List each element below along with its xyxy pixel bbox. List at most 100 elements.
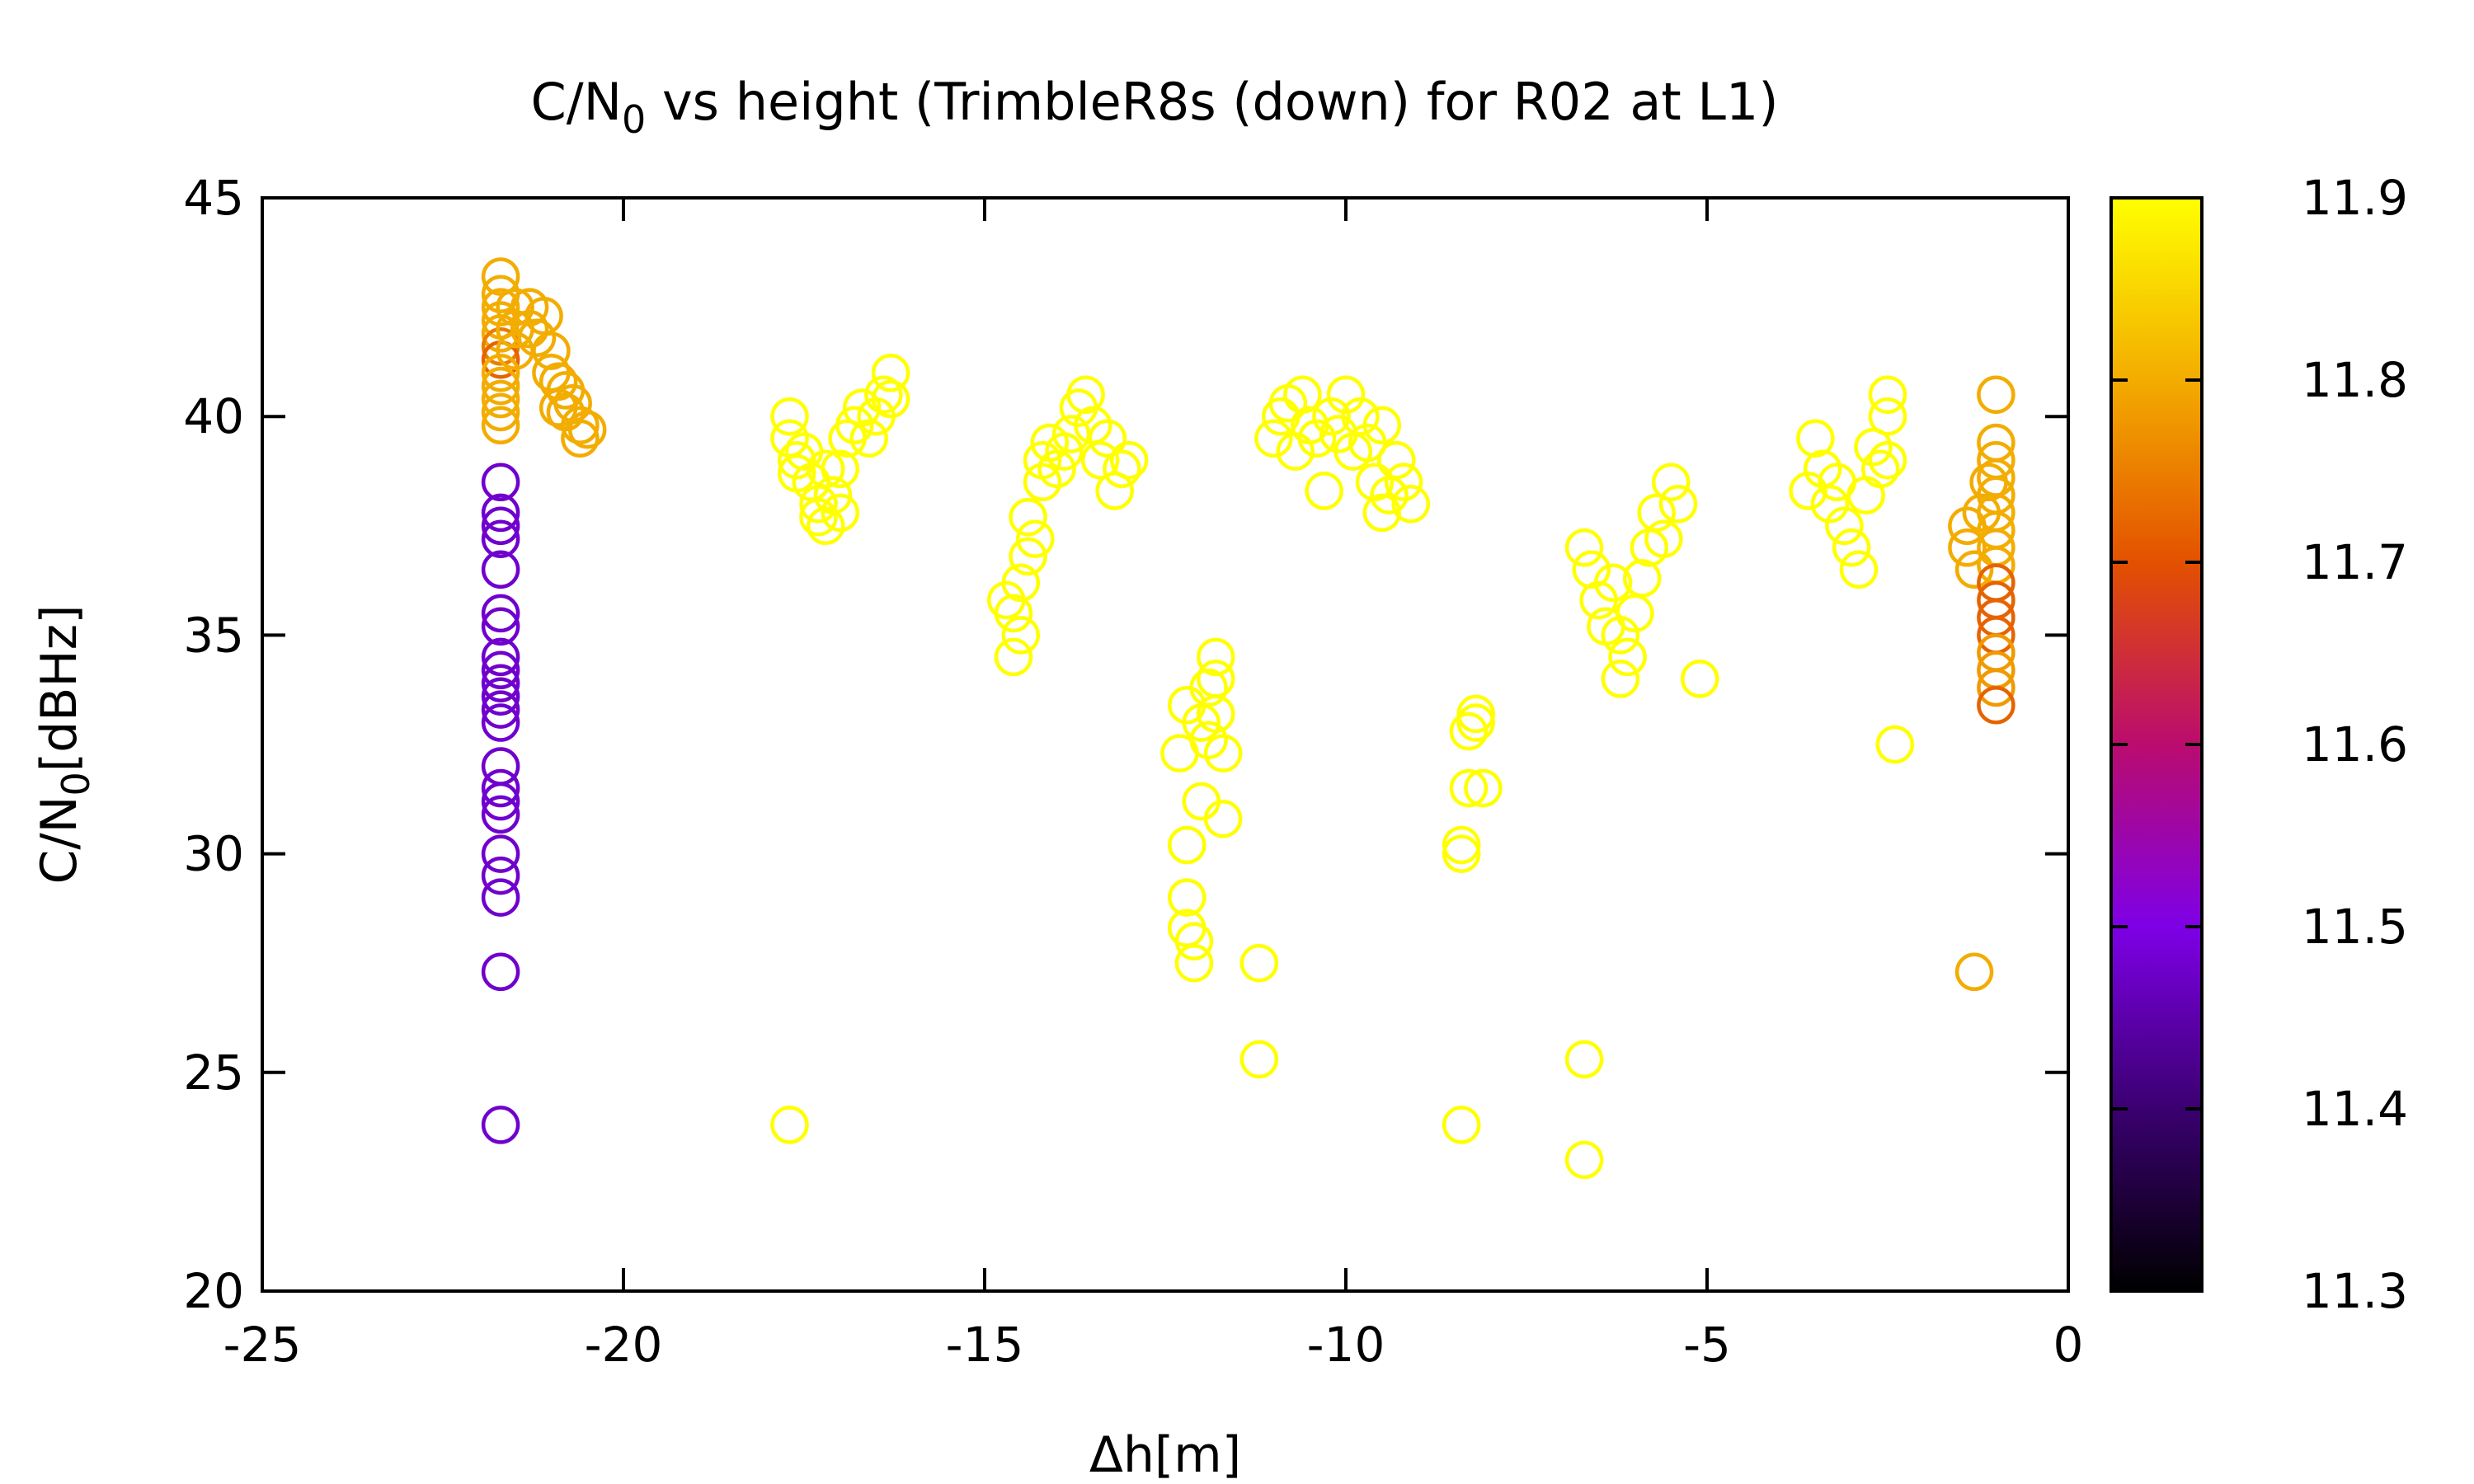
data-point <box>481 406 520 445</box>
colorbar-tick-label: 11.8 <box>2302 352 2408 408</box>
data-point <box>1789 472 1827 510</box>
data-point <box>561 419 600 458</box>
data-point <box>481 650 520 690</box>
data-point <box>1948 528 1987 567</box>
data-point <box>1254 419 1293 458</box>
data-point <box>1001 563 1041 603</box>
x-tick-label: -5 <box>1683 1317 1731 1373</box>
data-point <box>1312 397 1351 436</box>
data-point <box>1326 375 1366 414</box>
data-point <box>1189 668 1228 707</box>
data-point <box>1283 375 1322 414</box>
data-point <box>835 406 874 445</box>
x-axis: -25 -20 -15 -10 -5 0 <box>223 198 2084 1373</box>
data-point <box>481 637 520 677</box>
chart-title-suffix: vs height (TrimbleR8s (down) for R02 at … <box>646 72 1778 132</box>
y-axis: 20 25 30 35 40 45 <box>183 170 2068 1319</box>
data-point <box>481 795 520 834</box>
data-point <box>1197 660 1235 698</box>
data-point <box>799 497 838 537</box>
data-point <box>1016 519 1055 558</box>
data-point <box>1239 1040 1279 1079</box>
data-point <box>1977 686 2015 725</box>
data-point <box>1846 476 1885 514</box>
data-point <box>1825 506 1864 546</box>
data-point <box>1839 550 1879 589</box>
data-point <box>481 677 520 716</box>
data-point <box>813 476 853 514</box>
colorbar-tick-label: 11.4 <box>2302 1081 2408 1137</box>
data-point <box>481 493 520 533</box>
data-point <box>1442 834 1481 873</box>
data-point <box>1651 463 1691 502</box>
data-point <box>807 449 845 489</box>
data-point <box>481 257 520 296</box>
data-point <box>481 703 520 742</box>
data-point <box>770 1106 809 1144</box>
data-point <box>1658 485 1698 524</box>
x-tick-label: -10 <box>1307 1317 1385 1373</box>
data-point <box>1637 493 1676 533</box>
data-point <box>1095 472 1134 510</box>
x-tick-label: -20 <box>585 1317 663 1373</box>
data-point <box>1239 943 1279 983</box>
data-point <box>1088 419 1127 458</box>
x-axis-label: Δh[m] <box>1089 1426 1241 1484</box>
data-point <box>994 637 1033 677</box>
data-point <box>481 594 520 633</box>
data-point <box>1854 428 1893 467</box>
data-point <box>567 410 607 449</box>
data-point <box>1954 952 1994 992</box>
data-point <box>1182 782 1221 821</box>
data-point <box>864 375 903 414</box>
data-point <box>481 519 520 558</box>
data-point <box>1564 528 1604 567</box>
data-point <box>1080 440 1120 480</box>
colorbar-tick-label: 11.3 <box>2302 1263 2408 1319</box>
data-point <box>770 419 809 458</box>
data-point <box>1442 1106 1481 1144</box>
data-point <box>1103 449 1141 489</box>
y-tick-label: 40 <box>183 388 244 444</box>
data-point <box>1168 878 1206 917</box>
data-point <box>1168 825 1206 865</box>
data-point <box>1954 550 1994 589</box>
y-tick-label: 25 <box>183 1045 244 1101</box>
y-axis-label-suffix: [dBHz] <box>31 605 88 773</box>
data-point <box>1442 825 1481 865</box>
data-point <box>1810 485 1850 524</box>
data-point <box>481 768 520 808</box>
x-tick-label: -15 <box>946 1317 1024 1373</box>
data-point <box>1066 375 1105 414</box>
data-point <box>481 366 520 406</box>
data-point <box>1832 528 1871 567</box>
x-tick-label: 0 <box>2053 1317 2084 1373</box>
y-axis-label: C/N0[dBHz] <box>31 605 98 885</box>
data-point <box>1464 768 1503 808</box>
data-point <box>1009 497 1047 537</box>
data-point <box>1875 725 1915 764</box>
data-point <box>481 664 520 702</box>
chart-title-prefix: C/N <box>530 72 622 132</box>
data-point <box>481 379 520 419</box>
data-point <box>871 353 910 392</box>
data-point <box>1362 493 1402 533</box>
data-point <box>1305 472 1343 510</box>
data-point <box>1449 768 1489 808</box>
data-point <box>1601 660 1640 698</box>
data-point <box>849 419 889 458</box>
data-point <box>539 362 578 402</box>
data-point <box>1608 637 1647 677</box>
data-point <box>1868 397 1907 436</box>
colorbar-ticks: 11.3 11.4 11.5 11.6 11.7 11.8 11.9 <box>2111 170 2408 1319</box>
data-point <box>1203 799 1243 838</box>
data-point <box>1109 440 1149 480</box>
data-point <box>1796 419 1835 458</box>
data-point <box>1203 734 1243 773</box>
data-point <box>994 594 1033 633</box>
data-point <box>1009 537 1047 576</box>
data-point <box>481 952 520 992</box>
data-point <box>821 449 860 489</box>
data-point <box>1977 375 2015 414</box>
